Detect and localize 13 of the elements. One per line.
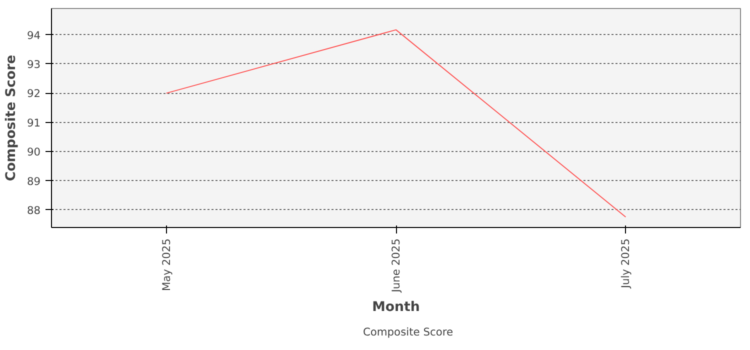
x-tick-label: May 2025: [160, 238, 173, 292]
y-tick-label: 91: [26, 116, 41, 130]
x-tick-label: June 2025: [390, 238, 402, 294]
y-tick-label: 93: [26, 58, 41, 71]
y-tick-label: 94: [26, 28, 41, 42]
y-tick-label: 92: [26, 87, 41, 100]
x-axis-title: Month: [372, 300, 420, 316]
y-tick-label: 90: [26, 146, 41, 159]
y-tick-label: 88: [26, 204, 41, 217]
y-axis-title: Composite Score: [4, 54, 19, 182]
text: Composite Score: [362, 326, 454, 338]
y-tick-label: 89: [26, 174, 41, 188]
x-tick-label: July 2025: [619, 238, 632, 290]
